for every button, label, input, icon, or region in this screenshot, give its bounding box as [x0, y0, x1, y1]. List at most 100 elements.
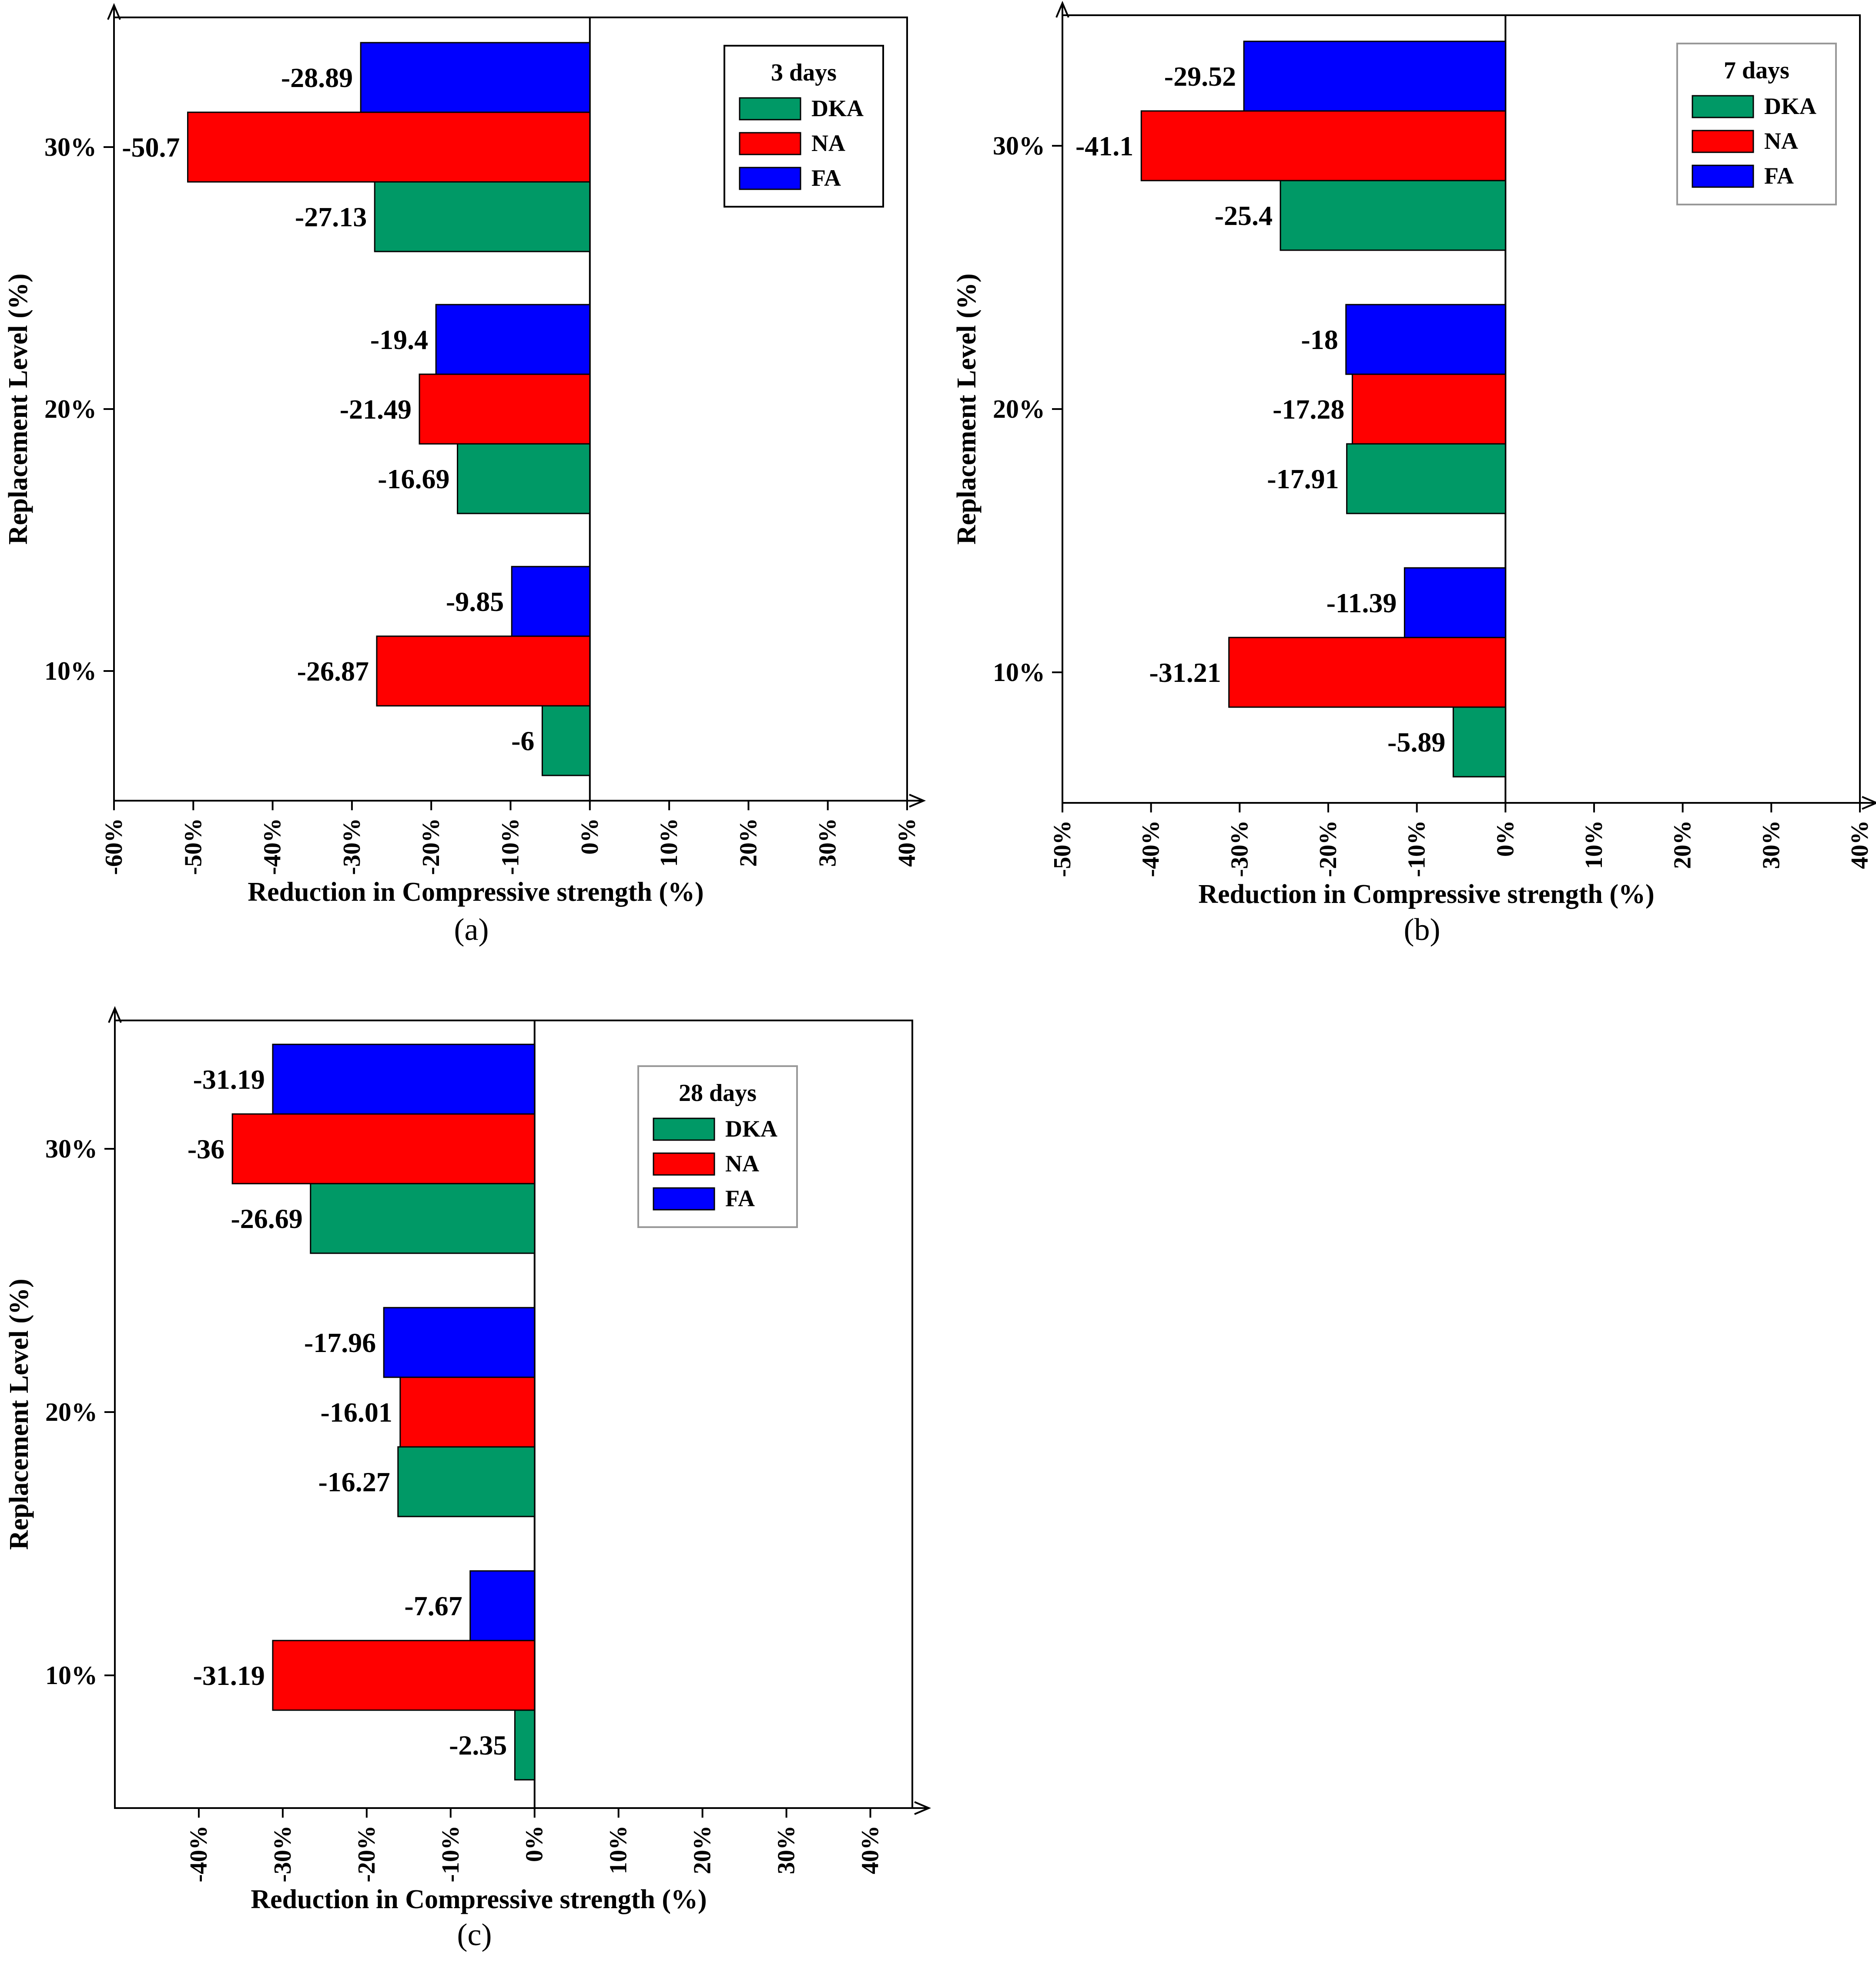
x-axis-arrow: [909, 794, 926, 808]
bar-na: [187, 111, 591, 183]
x-tick-label: 30%: [814, 818, 841, 867]
legend-label-na: NA: [1764, 128, 1798, 154]
data-label-dka: -16.69: [378, 463, 449, 494]
y-tick-label: 10%: [993, 658, 1045, 687]
legend-title: 3 days: [771, 59, 837, 86]
x-tick-label: 30%: [1758, 820, 1785, 869]
legend-label-na: NA: [725, 1151, 759, 1177]
data-label-dka: -16.27: [318, 1466, 390, 1497]
legend-title: 28 days: [679, 1080, 757, 1107]
x-tick-label: 0%: [1492, 820, 1519, 857]
data-label-fa: -31.19: [193, 1064, 265, 1095]
legend-swatch-dka: [739, 97, 801, 121]
bar-dka: [457, 443, 591, 514]
x-tick-label: -40%: [185, 1825, 212, 1882]
x-tick-label: 20%: [735, 818, 762, 867]
y-axis-arrow: [107, 3, 121, 20]
data-label-dka: -2.35: [449, 1730, 507, 1761]
y-axis-title: Replacement Level (%): [3, 273, 33, 544]
x-tick-label: -20%: [1315, 820, 1342, 877]
bar-fa: [511, 566, 591, 637]
legend-swatch-fa: [653, 1187, 715, 1211]
bar-dka: [1452, 706, 1506, 778]
x-axis-arrow: [1862, 796, 1876, 810]
data-label-na: -26.87: [297, 656, 369, 687]
x-axis-title: Reduction in Compressive strength (%): [251, 1885, 707, 1914]
chart-panel-1: -60% -50% -40% -30% -20% -10% 0% 10% 20% 30% 40% 10…: [3, 3, 926, 947]
panel-caption: (b): [1404, 912, 1440, 947]
legend: 28 days DKA NA FA: [637, 1065, 798, 1228]
x-tick-label: 10%: [1581, 820, 1608, 869]
x-tick-label: 10%: [656, 818, 683, 867]
data-label-fa: -28.89: [281, 62, 353, 93]
x-axis-arrow: [914, 1801, 931, 1815]
bar-dka: [541, 705, 591, 776]
bar-fa: [360, 42, 591, 113]
data-label-fa: -11.39: [1327, 587, 1397, 618]
x-tick-label: -50%: [180, 818, 207, 875]
legend-label-na: NA: [811, 130, 845, 156]
data-label-fa: -7.67: [404, 1590, 462, 1621]
x-tick-label: -50%: [1049, 820, 1076, 877]
legend-label-fa: FA: [811, 165, 841, 191]
data-label-na: -36: [188, 1134, 224, 1164]
x-tick-label: 0%: [576, 818, 603, 855]
x-tick-label: 0%: [521, 1825, 548, 1862]
bar-na: [272, 1640, 536, 1711]
legend: 3 days DKA NA FA: [724, 45, 884, 208]
y-tick-label: 30%: [45, 1134, 97, 1163]
y-axis-title: Replacement Level (%): [4, 1278, 34, 1550]
legend-swatch-fa: [1692, 164, 1754, 188]
bar-fa: [1404, 567, 1506, 638]
bar-na: [1140, 110, 1506, 181]
x-tick-label: -40%: [259, 818, 286, 875]
x-tick-label: -10%: [497, 818, 524, 875]
bar-fa: [1345, 304, 1506, 375]
data-label-dka: -5.89: [1387, 727, 1445, 758]
x-tick-label: 30%: [773, 1825, 800, 1874]
x-tick-label: -30%: [1226, 820, 1253, 877]
data-label-fa: -29.52: [1164, 61, 1236, 92]
legend-swatch-na: [739, 132, 801, 155]
panel-caption: (c): [457, 1917, 492, 1952]
x-tick-label: -10%: [437, 1825, 464, 1882]
y-tick-label: 20%: [45, 1398, 97, 1426]
data-label-na: -50.7: [122, 132, 180, 163]
x-tick-label: -40%: [1138, 820, 1165, 877]
x-tick-label: 40%: [894, 818, 921, 867]
plot-frame: [114, 1020, 913, 1809]
data-label-dka: -6: [511, 725, 534, 756]
bar-dka: [1280, 180, 1506, 251]
legend-label-dka: DKA: [811, 95, 864, 121]
x-tick-label: 20%: [689, 1825, 716, 1874]
data-label-fa: -17.96: [304, 1327, 376, 1358]
legend-swatch-fa: [739, 167, 801, 190]
bar-fa: [435, 304, 591, 375]
bar-na: [419, 373, 591, 445]
chart-panel-3: -40% -30% -20% -10% 0% 10% 20% 30% 40% 10% 20% 30% -…: [4, 1006, 931, 1952]
bar-fa: [272, 1044, 536, 1115]
data-label-dka: -26.69: [231, 1203, 302, 1234]
legend-label-fa: FA: [1764, 163, 1794, 189]
bar-na: [1351, 373, 1506, 445]
data-label-dka: -27.13: [295, 201, 367, 232]
x-tick-label: -20%: [418, 818, 445, 875]
x-tick-label: 20%: [1669, 820, 1696, 869]
data-label-na: -16.01: [321, 1397, 392, 1428]
x-axis-title: Reduction in Compressive strength (%): [248, 877, 704, 907]
x-tick-label: -60%: [100, 818, 127, 875]
legend-swatch-na: [1692, 130, 1754, 153]
x-tick-label: -30%: [338, 818, 365, 875]
y-axis-arrow: [1055, 0, 1069, 18]
data-label-dka: -17.91: [1267, 463, 1339, 494]
legend-swatch-na: [653, 1152, 715, 1176]
data-label-fa: -19.4: [370, 324, 428, 355]
data-label-na: -41.1: [1075, 131, 1133, 161]
data-label-na: -31.19: [193, 1660, 265, 1691]
legend-swatch-dka: [653, 1117, 715, 1141]
y-axis-arrow: [108, 1006, 122, 1023]
y-tick-label: 20%: [993, 395, 1045, 423]
bar-dka: [374, 181, 591, 252]
bar-dka: [1346, 443, 1506, 514]
